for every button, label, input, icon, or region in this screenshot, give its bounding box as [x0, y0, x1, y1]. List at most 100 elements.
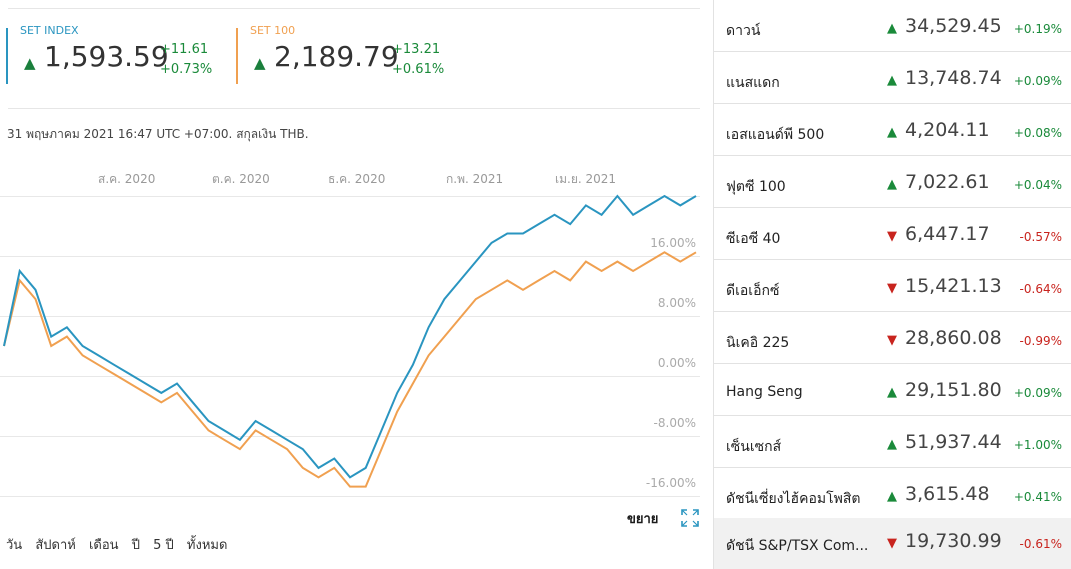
index-value: 13,748.74 — [905, 67, 1002, 89]
series-line-set-index — [3, 194, 697, 479]
expand-icon[interactable] — [680, 508, 700, 528]
list-item[interactable]: นิเคอิ 225 ▼ 28,860.08 -0.99% — [714, 312, 1071, 364]
tile-change-pct: +0.73% — [160, 62, 213, 77]
gridline — [0, 256, 700, 257]
up-arrow-icon: ▲ — [887, 489, 897, 504]
expand-button[interactable]: ขยาย — [627, 512, 659, 527]
up-arrow-icon: ▲ — [887, 437, 897, 452]
gridline — [0, 196, 700, 197]
index-value: 28,860.08 — [905, 327, 1002, 349]
index-name: Hang Seng — [726, 384, 803, 400]
up-arrow-icon: ▲ — [887, 21, 897, 36]
range-all[interactable]: ทั้งหมด — [186, 538, 228, 553]
range-year[interactable]: ปี — [131, 538, 140, 553]
index-name: ดีเอเอ็กซ์ — [726, 283, 780, 299]
index-value: 34,529.45 — [905, 15, 1002, 37]
tile-value: 2,189.79 — [274, 40, 399, 73]
index-value: 51,937.44 — [905, 431, 1002, 453]
tile-name: SET 100 — [250, 24, 296, 37]
list-item[interactable]: แนสแดก ▲ 13,748.74 +0.09% — [714, 52, 1071, 104]
x-axis-label: ธ.ค. 2020 — [328, 172, 386, 186]
list-item[interactable]: ดัชนีเซี่ยงไฮ้คอมโพสิต ▲ 3,615.48 +0.41% — [714, 468, 1071, 520]
index-change: +1.00% — [1013, 438, 1062, 452]
tile-set-100[interactable]: SET 100 ▲ 2,189.79 +13.21 +0.61% — [236, 22, 466, 84]
y-axis-label: -8.00% — [653, 416, 696, 430]
up-arrow-icon: ▲ — [24, 54, 36, 72]
tile-name: SET INDEX — [20, 24, 79, 37]
index-name: ฟุตซี 100 — [726, 179, 786, 195]
chart-panel: SET INDEX ▲ 1,593.59 +11.61 +0.73% SET 1… — [0, 8, 700, 555]
tile-change-abs: +13.21 — [392, 42, 441, 57]
timestamp: 31 พฤษภาคม 2021 16:47 UTC +07:00. สกุลเง… — [7, 127, 309, 141]
index-change: +0.41% — [1013, 490, 1062, 504]
range-5y[interactable]: 5 ปี — [153, 538, 174, 553]
tile-set-index[interactable]: SET INDEX ▲ 1,593.59 +11.61 +0.73% — [6, 22, 226, 84]
index-name: ดัชนี S&P/TSX Com... — [726, 538, 869, 554]
range-selector: วัน สัปดาห์ เดือน ปี 5 ปี ทั้งหมด — [6, 534, 236, 555]
index-name: เซ็นเซกส์ — [726, 439, 782, 455]
tile-change: +13.21 +0.61% — [392, 40, 444, 80]
index-value: 6,447.17 — [905, 223, 990, 245]
index-value: 7,022.61 — [905, 171, 990, 193]
index-value: 4,204.11 — [905, 119, 990, 141]
gridline — [0, 316, 700, 317]
up-arrow-icon: ▲ — [887, 73, 897, 88]
gridline — [0, 496, 700, 497]
index-change: -0.61% — [1019, 537, 1062, 551]
down-arrow-icon: ▼ — [887, 229, 897, 244]
index-change: +0.08% — [1013, 126, 1062, 140]
down-arrow-icon: ▼ — [887, 333, 897, 348]
line-chart[interactable] — [0, 190, 700, 500]
tile-color-bar — [6, 28, 8, 84]
x-axis-label: เม.ย. 2021 — [555, 172, 617, 186]
list-item[interactable]: เอสแอนด์พี 500 ▲ 4,204.11 +0.08% — [714, 104, 1071, 156]
list-item[interactable]: ดาวน์ ▲ 34,529.45 +0.19% — [714, 0, 1071, 52]
index-name: ดาวน์ — [726, 23, 761, 39]
index-change: +0.19% — [1013, 22, 1062, 36]
indices-list: ดาวน์ ▲ 34,529.45 +0.19% แนสแดก ▲ 13,748… — [713, 0, 1071, 569]
index-name: ดัชนีเซี่ยงไฮ้คอมโพสิต — [726, 491, 861, 507]
y-axis-label: 0.00% — [657, 356, 696, 370]
list-item[interactable]: Hang Seng ▲ 29,151.80 +0.09% — [714, 364, 1071, 416]
gridline — [0, 376, 700, 377]
list-item[interactable]: ฟุตซี 100 ▲ 7,022.61 +0.04% — [714, 156, 1071, 208]
x-axis-label: ส.ค. 2020 — [98, 172, 156, 186]
index-change: -0.99% — [1019, 334, 1062, 348]
index-name: แนสแดก — [726, 75, 780, 91]
gridline — [0, 436, 700, 437]
range-month[interactable]: เดือน — [88, 538, 119, 553]
up-arrow-icon: ▲ — [887, 125, 897, 140]
list-item[interactable]: ดีเอเอ็กซ์ ▼ 15,421.13 -0.64% — [714, 260, 1071, 312]
up-arrow-icon: ▲ — [254, 54, 266, 72]
index-value: 15,421.13 — [905, 275, 1002, 297]
down-arrow-icon: ▼ — [887, 281, 897, 296]
index-value: 3,615.48 — [905, 483, 990, 505]
tile-value: 1,593.59 — [44, 40, 169, 73]
index-name: ซีเอซี 40 — [726, 231, 781, 247]
up-arrow-icon: ▲ — [887, 177, 897, 192]
index-change: +0.04% — [1013, 178, 1062, 192]
x-axis-label: ต.ค. 2020 — [212, 172, 270, 186]
index-value: 29,151.80 — [905, 379, 1002, 401]
list-item[interactable]: เซ็นเซกส์ ▲ 51,937.44 +1.00% — [714, 416, 1071, 468]
divider — [8, 8, 700, 9]
tile-change: +11.61 +0.73% — [160, 40, 212, 80]
tile-change-pct: +0.61% — [392, 62, 445, 77]
tile-color-bar — [236, 28, 238, 84]
tile-change-abs: +11.61 — [160, 42, 209, 57]
index-change: +0.09% — [1013, 386, 1062, 400]
x-axis-label: ก.พ. 2021 — [446, 172, 504, 186]
list-item-selected[interactable]: ดัชนี S&P/TSX Com... ▼ 19,730.99 -0.61% — [714, 518, 1071, 569]
range-day[interactable]: วัน — [6, 538, 23, 553]
y-axis-label: -16.00% — [645, 476, 696, 490]
list-item[interactable]: ซีเอซี 40 ▼ 6,447.17 -0.57% — [714, 208, 1071, 260]
index-change: -0.64% — [1019, 282, 1062, 296]
range-week[interactable]: สัปดาห์ — [35, 538, 76, 553]
index-value: 19,730.99 — [905, 530, 1002, 552]
index-name: เอสแอนด์พี 500 — [726, 127, 825, 143]
up-arrow-icon: ▲ — [887, 385, 897, 400]
divider — [8, 108, 700, 109]
series-line-set-100 — [3, 251, 697, 488]
index-change: -0.57% — [1019, 230, 1062, 244]
y-axis-label: 16.00% — [650, 236, 696, 250]
